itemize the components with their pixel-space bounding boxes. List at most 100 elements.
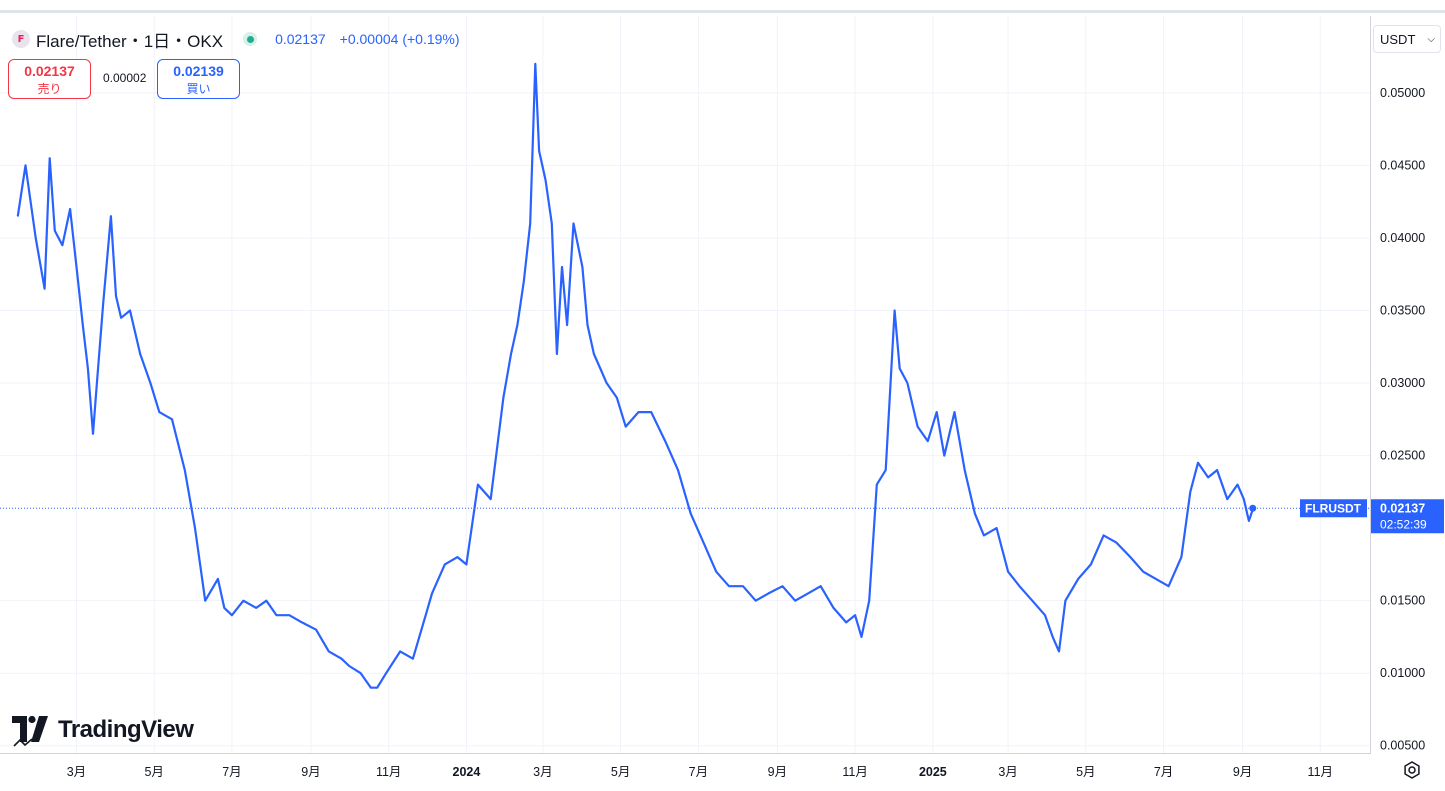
data-point <box>876 484 878 486</box>
x-tick-label: 2025 <box>919 765 947 779</box>
chart-settings-button[interactable] <box>1400 758 1424 782</box>
data-point <box>943 454 945 457</box>
data-point <box>328 650 330 653</box>
top-strip <box>0 0 1445 13</box>
tradingview-logo-icon <box>12 715 48 747</box>
y-tick-label: 0.04000 <box>1380 231 1425 245</box>
symbol-title[interactable]: Flare/Tether・1日・OKX <box>36 31 224 51</box>
data-point <box>184 469 186 471</box>
data-point <box>1197 462 1199 464</box>
market-status-icon[interactable] <box>243 32 258 46</box>
data-point <box>204 600 206 602</box>
data-point <box>664 440 666 442</box>
data-point <box>1226 498 1228 500</box>
data-point <box>523 280 525 283</box>
data-point <box>728 585 730 587</box>
data-point <box>593 353 595 355</box>
data-point <box>953 411 956 413</box>
data-point <box>1077 578 1079 580</box>
x-tick-label: 3月 <box>533 765 552 779</box>
price-label-countdown: 02:52:39 <box>1380 517 1427 531</box>
y-tick-label: 0.01000 <box>1380 666 1425 680</box>
data-point <box>315 629 317 631</box>
data-point <box>906 382 908 384</box>
data-point <box>456 556 459 558</box>
y-tick-label: 0.02500 <box>1380 449 1425 463</box>
chart-legend: F Flare/Tether・1日・OKX 0.02137 +0.00004 (… <box>12 28 460 51</box>
data-point <box>1018 585 1021 587</box>
data-point <box>599 367 601 370</box>
data-point <box>1243 498 1245 500</box>
data-point <box>199 563 201 565</box>
y-tick-label: 0.00500 <box>1380 739 1425 753</box>
data-point <box>916 425 919 428</box>
x-tick-label: 7月 <box>1154 765 1173 779</box>
data-point <box>1115 542 1117 544</box>
sell-button[interactable]: 0.02137 売り <box>8 59 91 99</box>
data-point <box>860 636 863 638</box>
chart-area[interactable]: 0.05000 0.04500 0.04000 0.03500 0.03000 0.025… <box>0 16 1444 779</box>
data-point <box>742 585 744 587</box>
currency-select[interactable]: USDT ⌵ <box>1373 25 1441 53</box>
data-point <box>538 150 540 152</box>
data-point <box>964 469 966 471</box>
data-point <box>1236 484 1239 486</box>
data-point <box>75 266 78 268</box>
data-point <box>1248 520 1250 522</box>
data-point <box>129 309 131 312</box>
data-point <box>87 367 89 370</box>
data-point <box>54 230 56 232</box>
data-point <box>376 687 378 689</box>
symbol-tag: FLRUSDT <box>1305 501 1362 515</box>
price-chart[interactable]: 0.05000 0.04500 0.04000 0.03500 0.03000 0.025… <box>0 16 1445 791</box>
data-point <box>637 411 640 413</box>
data-point <box>17 215 19 217</box>
data-point <box>974 513 976 515</box>
data-point <box>502 396 504 399</box>
data-point <box>650 411 652 413</box>
data-point <box>566 324 568 326</box>
data-point <box>936 411 938 413</box>
data-point <box>96 382 98 384</box>
data-point <box>399 650 401 653</box>
currency-select-value: USDT <box>1380 31 1416 47</box>
data-point <box>1090 563 1092 565</box>
data-point <box>425 614 427 616</box>
buy-label: 買い <box>186 82 211 96</box>
x-tick-label: 7月 <box>222 765 241 779</box>
x-tick-label: 11月 <box>842 765 867 779</box>
data-point <box>348 665 350 667</box>
data-point <box>781 585 784 587</box>
data-point <box>194 527 196 529</box>
data-point <box>1007 571 1009 573</box>
data-point <box>1168 585 1170 587</box>
data-point <box>231 614 233 616</box>
sell-price: 0.02137 <box>24 63 75 79</box>
data-point <box>431 592 433 595</box>
data-point <box>120 317 122 319</box>
data-point <box>1180 556 1182 558</box>
x-tick-label: 9月 <box>1233 765 1252 779</box>
data-point <box>1155 578 1157 580</box>
data-point <box>715 571 717 573</box>
data-point <box>370 687 372 689</box>
data-point <box>868 600 870 602</box>
data-point <box>110 215 112 217</box>
data-point <box>1058 650 1060 653</box>
data-point <box>1031 600 1033 602</box>
gear-icon <box>1404 761 1420 779</box>
data-point <box>561 266 563 268</box>
tradingview-brand[interactable]: TradingView <box>12 712 194 748</box>
data-point <box>158 411 160 413</box>
data-point <box>529 222 531 225</box>
data-point <box>1044 614 1046 616</box>
data-point <box>24 164 27 167</box>
data-point <box>581 266 584 268</box>
data-point <box>572 222 575 225</box>
y-tick-label: 0.03000 <box>1380 376 1425 390</box>
buy-button[interactable]: 0.02139 買い <box>157 59 240 99</box>
data-point <box>820 585 822 587</box>
data-point <box>1189 491 1191 493</box>
data-point <box>255 607 257 609</box>
x-tick-label: 5月 <box>1076 765 1095 779</box>
